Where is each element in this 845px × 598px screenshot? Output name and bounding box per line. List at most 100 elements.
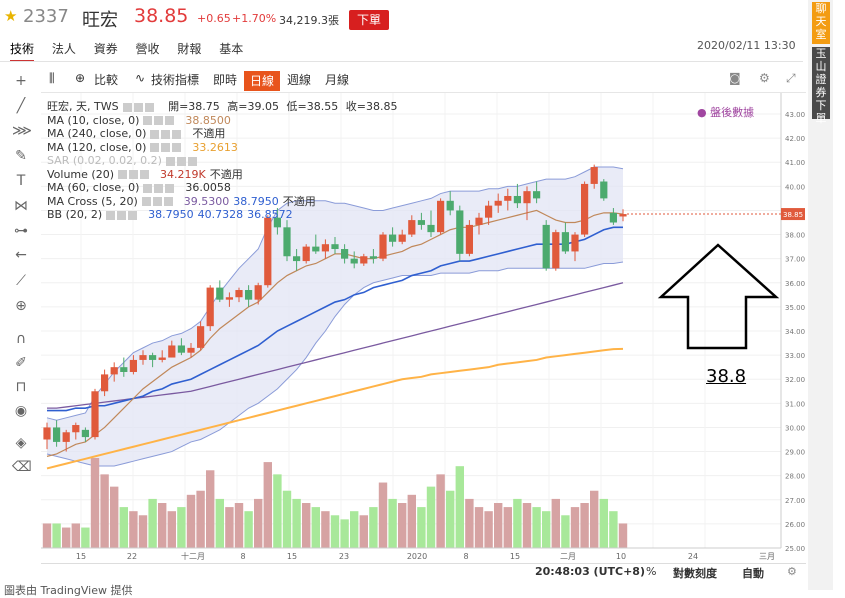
indicators-button[interactable]: 技術指標 (151, 73, 200, 87)
volume-bar (129, 511, 138, 548)
tab-divider (0, 61, 803, 62)
annotation-value: 38.8 (706, 366, 747, 387)
candle-body (43, 427, 51, 440)
candle (139, 350, 147, 365)
lock-drawing-icon[interactable]: ✐ (15, 355, 27, 371)
legend-ma60[interactable]: MA (60, close, 0) 36.0058 (47, 181, 231, 194)
candle-type-icon[interactable]: ⫼ (49, 71, 55, 85)
candle (273, 208, 281, 235)
volume-bar (570, 507, 580, 548)
candle (379, 232, 387, 262)
candle-body (235, 290, 243, 298)
candle-body (600, 181, 608, 199)
magnet-icon[interactable]: ∩ (15, 331, 27, 347)
bollinger-upper (46, 166, 624, 421)
chart-settings-icon[interactable]: ⚙ (787, 565, 797, 578)
crosshair-icon[interactable]: + (15, 73, 27, 89)
candle (619, 209, 627, 222)
x-tick-label: 10 (616, 552, 626, 561)
volume-bar (100, 474, 109, 548)
y-tick-label: 40.00 (785, 183, 805, 191)
candle (609, 208, 617, 225)
chart-toolbar: ⫼ ⊕ 比較 ∿ 技術指標 即時 日線 週線 月線 ◙ ⚙ ⤢ (41, 66, 806, 93)
monthly-button[interactable]: 月線 (325, 73, 350, 87)
volume-readout: 34,219.3張 (279, 14, 339, 27)
log-scale-toggle[interactable]: 對數刻度 (673, 567, 717, 580)
x-tick-label: 三月 (759, 552, 775, 561)
volume-bar (330, 515, 340, 548)
measure-icon[interactable]: ⊶ (14, 223, 28, 239)
price-chart[interactable]: 43.0042.0041.0040.0039.0038.0037.0036.00… (41, 93, 808, 565)
favorite-star-icon[interactable]: ★ (4, 7, 18, 25)
candle-body (408, 220, 416, 235)
candle-body (561, 232, 569, 252)
candle-body (321, 244, 329, 252)
y-tick-label: 37.00 (785, 256, 805, 264)
candle (53, 420, 61, 447)
camera-icon[interactable]: ◙ (729, 71, 741, 85)
weekly-button[interactable]: 週線 (287, 73, 312, 87)
candle (485, 200, 493, 225)
tab-financials[interactable]: 財報 (177, 42, 202, 56)
legend-ma240[interactable]: MA (240, close, 0) 不適用 (47, 127, 226, 140)
candle-body (331, 244, 339, 250)
candle-body (465, 224, 473, 254)
text-icon[interactable]: T (16, 173, 26, 189)
x-tick-label: 8 (463, 552, 468, 561)
ruler-icon[interactable]: ⟋ (16, 273, 26, 289)
time-axis: 15 22 十二月 8 15 23 2020 8 15 二月 10 24 三月 (41, 547, 781, 561)
compare-icon[interactable]: ⊕ (75, 71, 86, 85)
x-tick-label: 2020 (407, 552, 427, 561)
arrow-annotation (657, 243, 780, 350)
percent-toggle[interactable]: % (646, 565, 657, 578)
legend-macross[interactable]: MA Cross (5, 20) 39.5300 38.7950 不適用 (47, 194, 316, 208)
indicator-icon[interactable]: ∿ (135, 71, 146, 85)
legend-volume[interactable]: Volume (20) 34.219K 不適用 (47, 167, 243, 181)
volume-bar (532, 507, 541, 548)
eye-icon[interactable]: ◉ (14, 403, 28, 419)
candle (101, 369, 109, 397)
compare-button[interactable]: 比較 (94, 73, 119, 87)
candle (225, 292, 233, 307)
pattern-icon[interactable]: ⋈ (14, 198, 28, 214)
x-tick-label: 15 (287, 552, 297, 561)
order-button[interactable]: 下單 (349, 10, 389, 30)
tab-technical[interactable]: 技術 (10, 40, 35, 62)
volume-bar (436, 474, 445, 548)
volume-bar (158, 503, 167, 548)
candle (561, 222, 569, 254)
candle-body (341, 249, 349, 259)
trash-icon[interactable]: ⌫ (12, 459, 32, 475)
chatroom-button[interactable]: 聊天室 (812, 2, 830, 44)
tab-margin[interactable]: 資券 (93, 42, 118, 56)
fullscreen-icon[interactable]: ⤢ (786, 71, 796, 85)
layers-icon[interactable]: ◈ (15, 435, 27, 451)
volume-bar (273, 474, 282, 548)
candle-body (197, 326, 205, 348)
legend-ma10[interactable]: MA (10, close, 0) 38.8500 (47, 113, 231, 127)
legend-ma120[interactable]: MA (120, close, 0) 33.2613 (47, 140, 238, 154)
candle (197, 321, 205, 351)
settings-icon[interactable]: ⚙ (759, 71, 770, 85)
daily-button[interactable]: 日線 (244, 71, 281, 91)
ma240-line (47, 282, 624, 409)
lock-icon[interactable]: ⊓ (15, 379, 27, 395)
auto-scale-toggle[interactable]: 自動 (742, 567, 764, 580)
legend-bb[interactable]: BB (20, 2) 38.7950 40.7328 36.8572 (47, 208, 293, 221)
zoom-in-icon[interactable]: ⊕ (15, 298, 27, 314)
intraday-button[interactable]: 即時 (213, 73, 238, 87)
brush-icon[interactable]: ✎ (15, 148, 27, 164)
broker-order-button[interactable]: 玉山證券下單 (812, 47, 830, 125)
legend-sar[interactable]: SAR (0.02, 0.02, 0.2) (47, 154, 397, 168)
candle (177, 338, 185, 356)
volume-bar (177, 507, 186, 548)
volume-bar (321, 511, 330, 548)
fib-icon[interactable]: ⋙ (12, 123, 32, 139)
tab-institutional[interactable]: 法人 (51, 42, 76, 56)
volume-bar (398, 503, 407, 548)
tab-revenue[interactable]: 營收 (135, 42, 160, 56)
candle-body (369, 256, 377, 259)
tab-basic[interactable]: 基本 (219, 42, 244, 56)
arrow-left-icon[interactable]: ← (15, 247, 27, 263)
trendline-icon[interactable]: ╱ (16, 98, 26, 114)
